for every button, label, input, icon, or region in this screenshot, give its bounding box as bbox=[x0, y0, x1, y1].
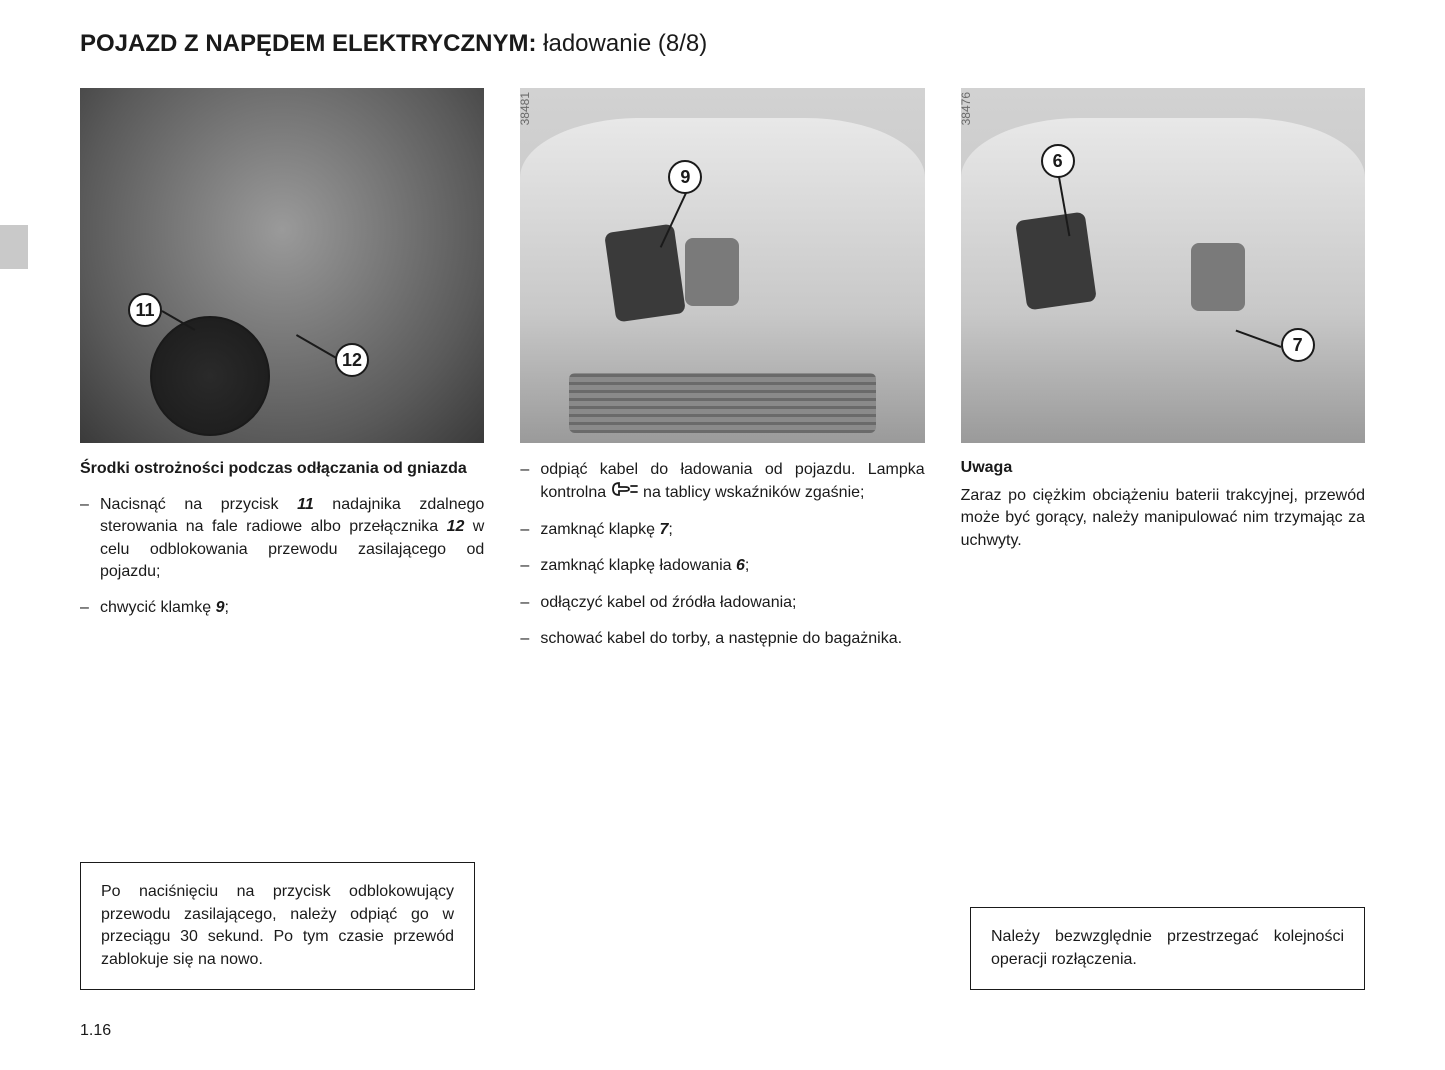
figure-3-car bbox=[961, 118, 1365, 443]
callout-12: 12 bbox=[335, 343, 369, 377]
callout-7: 7 bbox=[1281, 328, 1315, 362]
title-light: ładowanie (8/8) bbox=[536, 30, 707, 57]
figure-3-port bbox=[1191, 243, 1245, 311]
columns: 42482 11 12 Środki ostrożności podczas o… bbox=[80, 88, 1365, 664]
figure-1: 42482 11 12 bbox=[80, 88, 484, 443]
figure-1-zoom bbox=[150, 316, 270, 436]
figure-2-flap bbox=[604, 224, 686, 323]
callout-11: 11 bbox=[128, 293, 162, 327]
page-number: 1.16 bbox=[80, 1022, 111, 1040]
figure-2-port bbox=[685, 238, 739, 306]
col1-item-2: chwycić klamkę 9; bbox=[100, 597, 484, 619]
figure-2-id: 38481 bbox=[520, 92, 532, 125]
title-bold: POJAZD Z NAPĘDEM ELEKTRYCZNYM: bbox=[80, 30, 536, 57]
column-2: 38481 9 odpiąć kabel do ładowania od poj… bbox=[520, 88, 924, 664]
t: zamknąć klapkę bbox=[540, 521, 659, 538]
col1-list: Nacisnąć na przycisk 11 nadajnika zdalne… bbox=[80, 494, 484, 620]
plug-icon bbox=[611, 481, 639, 504]
warning-body: Zaraz po ciężkim obciążeniu baterii trak… bbox=[961, 485, 1365, 552]
note-box-1: Po naciśnięciu na przycisk odblokowujący… bbox=[80, 862, 475, 990]
col1-item-1: Nacisnąć na przycisk 11 nadajnika zdalne… bbox=[100, 494, 484, 584]
figure-3-flap bbox=[1015, 212, 1097, 311]
t: zamknąć klapkę ładowania bbox=[540, 557, 736, 574]
ref: 11 bbox=[297, 496, 314, 513]
note-box-3: Należy bezwzględnie przestrzegać kolejno… bbox=[970, 907, 1365, 990]
col2-item-3: zamknąć klapkę ładowania 6; bbox=[540, 555, 924, 577]
column-3: 38476 6 7 Uwaga Zaraz po ciężkim obciąże… bbox=[961, 88, 1365, 664]
figure-1-bg bbox=[80, 88, 484, 443]
t: Nacisnąć na przycisk bbox=[100, 496, 297, 513]
figure-2-grille bbox=[569, 373, 876, 433]
col2-item-4: odłączyć kabel od źródła ładowania; bbox=[540, 592, 924, 614]
warning-head: Uwaga bbox=[961, 459, 1365, 477]
col2-list: odpiąć kabel do ładowania od pojazdu. La… bbox=[520, 459, 924, 650]
ref: 6 bbox=[736, 557, 745, 574]
t: ; bbox=[668, 521, 672, 538]
t: ; bbox=[224, 599, 228, 616]
page-content: POJAZD Z NAPĘDEM ELEKTRYCZNYM: ładowanie… bbox=[0, 0, 1445, 1070]
callout-6: 6 bbox=[1041, 144, 1075, 178]
figure-3: 38476 6 7 bbox=[961, 88, 1365, 443]
col2-item-1: odpiąć kabel do ładowania od pojazdu. La… bbox=[540, 459, 924, 505]
t: na tablicy wskaźników zgaśnie; bbox=[639, 484, 865, 501]
col2-item-5: schować kabel do torby, a następnie do b… bbox=[540, 628, 924, 650]
figure-2: 38481 9 bbox=[520, 88, 924, 443]
page-title: POJAZD Z NAPĘDEM ELEKTRYCZNYM: ładowanie… bbox=[80, 30, 1365, 58]
ref: 12 bbox=[447, 518, 465, 535]
column-1: 42482 11 12 Środki ostrożności podczas o… bbox=[80, 88, 484, 664]
t: ; bbox=[745, 557, 749, 574]
t: chwycić klamkę bbox=[100, 599, 216, 616]
col2-item-2: zamknąć klapkę 7; bbox=[540, 519, 924, 541]
col1-subhead: Środki ostrożności podczas odłączania od… bbox=[80, 459, 484, 480]
figure-3-id: 38476 bbox=[961, 92, 973, 125]
